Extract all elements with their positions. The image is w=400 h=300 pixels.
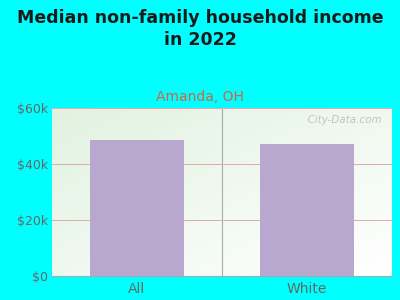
Text: City-Data.com: City-Data.com — [301, 115, 382, 125]
Text: Amanda, OH: Amanda, OH — [156, 90, 244, 104]
Bar — [260, 144, 354, 276]
Bar — [90, 140, 184, 276]
Text: Median non-family household income
in 2022: Median non-family household income in 20… — [17, 9, 383, 49]
